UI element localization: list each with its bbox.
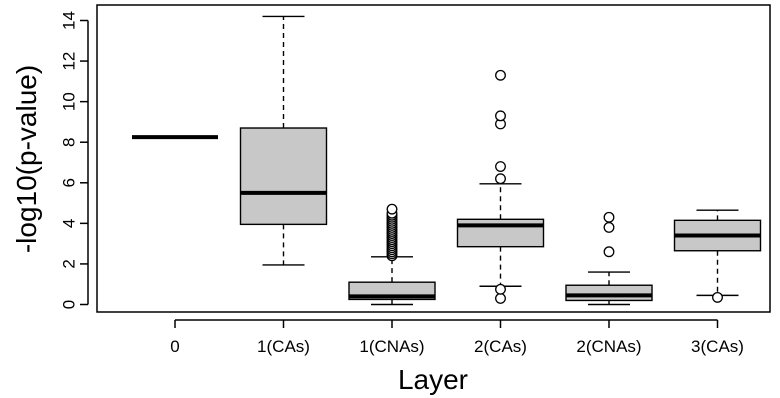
outlier-point [712,291,723,303]
x-axis-label: Layer [398,364,468,395]
outlier-point [495,283,506,295]
box-group [673,209,762,303]
boxes-layer [132,15,762,306]
outlier-point [495,292,506,304]
outlier-point [495,173,506,185]
y-axis-label: -log10(p-value) [11,65,42,253]
y-tick-label: 12 [59,52,78,71]
box-group [239,15,328,266]
outlier-point [386,203,398,215]
box-group [348,203,436,306]
outlier-point [603,246,615,258]
x-tick-label: 0 [170,337,179,356]
outlier-point [495,161,506,173]
y-tick-label: 2 [59,259,78,268]
outlier-point [603,211,615,223]
outlier-point [603,221,615,233]
plot-frame [96,4,771,313]
y-tick-label: 14 [59,11,78,30]
x-tick-label: 2(CNAs) [576,337,641,356]
x-tick-label: 1(CAs) [257,337,310,356]
box-body [239,127,328,226]
x-tick-label: 2(CAs) [474,337,527,356]
box-group [565,211,653,306]
y-tick-label: 8 [59,137,78,146]
x-tick-label: 1(CNAs) [359,337,424,356]
y-tick-label: 10 [59,92,78,111]
y-tick-label: 6 [59,178,78,187]
box-group [456,69,545,304]
x-tick-label: 3(CAs) [691,337,744,356]
y-tick-label: 0 [59,300,78,309]
outlier-point [495,110,506,122]
axes-layer: 0 2 4 6 8 10 12 14 0 1(CAs) 1(CNAs) 2(CAs) 2(CNAs) 3(… [59,11,743,356]
outlier-point [495,69,506,81]
box-body [565,284,653,302]
y-tick-label: 4 [59,219,78,228]
